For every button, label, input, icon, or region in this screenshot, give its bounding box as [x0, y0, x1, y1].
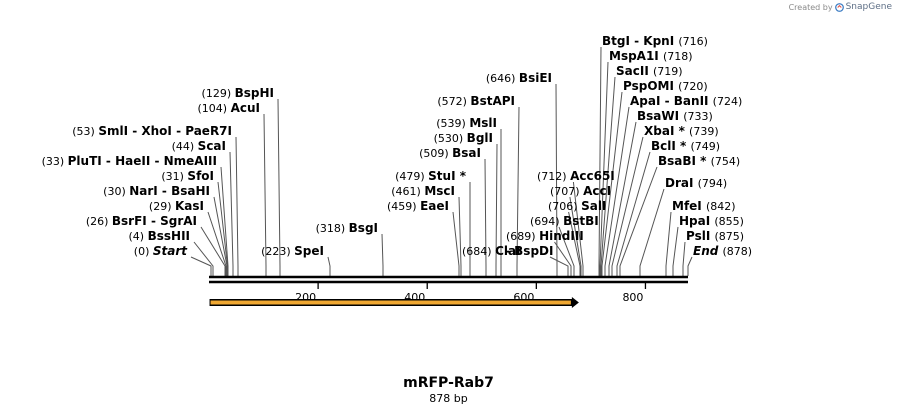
site-label: BclI * (749): [651, 139, 720, 153]
site-label: (30) NarI - BsaHI: [103, 184, 210, 198]
site-label: ApaI - BanII (724): [630, 94, 742, 108]
site-label: (223) SpeI: [261, 244, 324, 258]
site-leader: [608, 121, 637, 276]
site-label: MspA1I (718): [609, 49, 693, 63]
site-leader: [555, 83, 558, 276]
site-label-bspdi: - BspDI: [505, 244, 553, 258]
site-label: (129) BspHI: [202, 86, 274, 100]
axis-tick-label: 800: [622, 291, 643, 304]
site-leader: [572, 181, 584, 276]
site-leader: [235, 136, 239, 276]
site-label: (707) AccI: [550, 184, 611, 198]
site-label: (33) PluTI - HaeII - NmeAIII: [42, 154, 217, 168]
feature-arrow-fill: [210, 300, 571, 305]
credit-brand: SnapGene: [845, 2, 892, 12]
site-leader: [277, 98, 281, 276]
site-leader: [484, 158, 487, 276]
site-label: (26) BsrFI - SgrAI: [86, 214, 197, 228]
site-label: BtgI - KpnI (716): [602, 34, 708, 48]
snapgene-credit: Created by SnapGene: [789, 2, 892, 12]
site-label: BsaBI * (754): [658, 154, 740, 168]
site-leader: [672, 226, 679, 276]
site-leader: [558, 226, 575, 276]
site-leader: [687, 256, 693, 276]
site-leader: [600, 76, 616, 276]
site-leader: [598, 46, 602, 276]
site-label: (684) ClaI: [462, 244, 521, 258]
site-leader: [599, 61, 609, 276]
site-leader: [458, 196, 462, 276]
site-leader: [616, 151, 651, 276]
site-leader: [568, 211, 581, 276]
site-label: (646) BsiEI: [486, 71, 552, 85]
site-label: (572) BstAPI: [437, 94, 515, 108]
site-leader: [381, 233, 384, 276]
site-label: (712) Acc65I: [537, 169, 615, 183]
site-label: BsaWI (733): [637, 109, 713, 123]
site-leader: [263, 113, 267, 276]
construct-length: 878 bp: [429, 392, 468, 405]
site-label: (530) BglI: [434, 131, 493, 145]
site-leader: [549, 256, 569, 276]
site-label: End (878): [693, 244, 752, 258]
site-leader: [604, 106, 630, 276]
site-leader: [619, 166, 658, 276]
site-leader: [601, 91, 623, 276]
site-label: (479) StuI *: [395, 169, 467, 183]
site-leader: [193, 241, 214, 276]
site-leader: [207, 211, 227, 276]
site-label: (318) BsgI: [316, 221, 378, 235]
snapgene-logo-icon: [834, 2, 844, 12]
site-label: (29) KasI: [149, 199, 204, 213]
site-label: (0) Start: [134, 244, 188, 258]
site-label: (539) MslI: [436, 116, 497, 130]
site-label: (689) HindIII: [506, 229, 584, 243]
site-labels: (0) Start(4) BssHII(26) BsrFI - SgrAI(29…: [42, 34, 753, 258]
site-leader: [200, 226, 226, 276]
site-leader: [665, 211, 672, 276]
site-label: (461) MscI: [391, 184, 455, 198]
site-label: (459) EaeI: [387, 199, 449, 213]
site-label: MfeI (842): [672, 199, 736, 213]
site-label: (53) SmlI - XhoI - PaeR7I: [72, 124, 232, 138]
construct-name: mRFP-Rab7: [403, 375, 494, 391]
site-leader-lines: [190, 46, 693, 276]
site-leader: [611, 136, 644, 276]
site-leader: [569, 196, 582, 276]
site-leader: [327, 256, 331, 276]
site-leader: [452, 211, 460, 276]
site-label: PslI (875): [686, 229, 744, 243]
site-label: HpaI (855): [679, 214, 744, 228]
site-leader: [495, 143, 498, 276]
site-label: (44) ScaI: [172, 139, 226, 153]
construct-title-block: mRFP-Rab7 878 bp: [0, 375, 897, 406]
site-label: (4) BssHII: [129, 229, 190, 243]
site-label: SacII (719): [616, 64, 683, 78]
site-leader: [220, 166, 229, 276]
site-label: XbaI * (739): [644, 124, 719, 138]
site-label: (706) SalI: [548, 199, 606, 213]
site-label: (31) SfoI: [161, 169, 214, 183]
site-leader: [554, 241, 572, 276]
feature-arrow-mrfp: [209, 297, 579, 308]
site-label: (694) BstBI: [530, 214, 599, 228]
site-leader: [639, 188, 665, 276]
credit-prefix: Created by: [788, 2, 833, 12]
site-leader: [682, 241, 686, 276]
site-leader: [190, 256, 212, 276]
site-leader: [229, 151, 234, 276]
site-leader: [516, 106, 520, 276]
site-label: (509) BsaI: [419, 146, 481, 160]
site-label: DraI (794): [665, 176, 727, 190]
site-label: PspOMI (720): [623, 79, 708, 93]
site-label: (104) AcuI: [198, 101, 261, 115]
